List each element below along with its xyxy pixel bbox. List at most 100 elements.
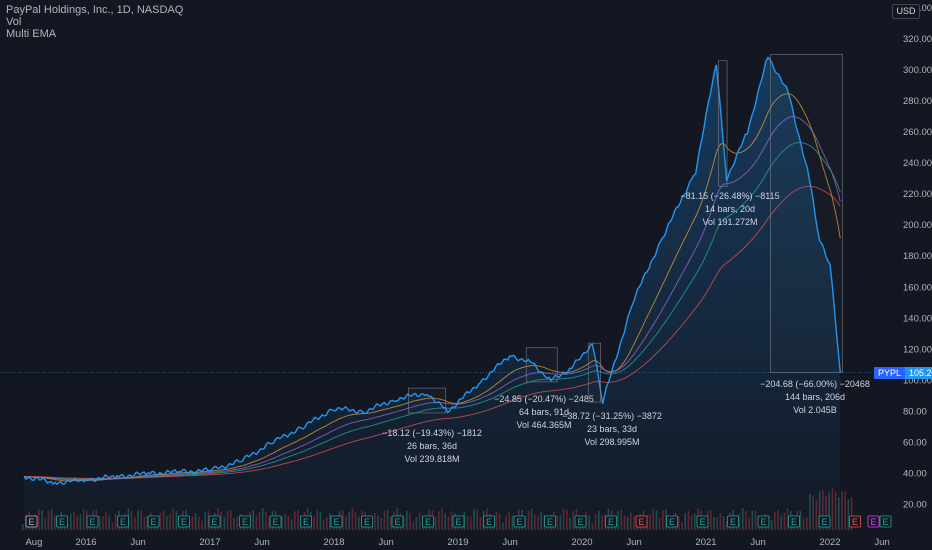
- earnings-marker[interactable]: [696, 515, 709, 528]
- earnings-marker[interactable]: [300, 515, 312, 528]
- earnings-marker[interactable]: [422, 515, 434, 528]
- volume-bar: [140, 509, 142, 530]
- measure-box[interactable]: [587, 342, 601, 403]
- volume-bar: [540, 511, 542, 530]
- volume-bar: [233, 518, 235, 530]
- earnings-marker[interactable]: [86, 515, 99, 528]
- x-tick-label: 2021: [695, 537, 716, 548]
- volume-bar: [588, 515, 590, 530]
- multi-ema-indicator-label[interactable]: Multi EMA: [6, 28, 57, 40]
- volume-bar: [466, 515, 469, 530]
- volume-bar: [438, 511, 440, 530]
- volume-bar: [108, 516, 110, 530]
- earnings-marker[interactable]: [239, 515, 251, 528]
- volume-bar: [681, 522, 683, 530]
- earnings-marker[interactable]: [605, 515, 617, 528]
- volume-bar: [828, 492, 830, 530]
- x-tick-label: Jun: [378, 537, 393, 548]
- measure-label: −81.15 (−26.48%) −8115: [680, 191, 779, 201]
- y-tick-label: 100.00: [903, 375, 932, 386]
- earnings-marker-label: E: [272, 517, 278, 527]
- symbol-title[interactable]: PayPal Holdings, Inc., 1D, NASDAQ: [6, 4, 184, 16]
- x-tick-label: Jun: [874, 537, 889, 548]
- y-tick-label: 60.00: [903, 437, 927, 448]
- price-line[interactable]: [23, 56, 841, 486]
- volume-bar: [220, 511, 222, 530]
- last-price-symbol: PYPL: [874, 367, 906, 379]
- earnings-marker[interactable]: [147, 515, 160, 528]
- earnings-marker-label: E: [59, 517, 65, 527]
- volume-indicator-label[interactable]: Vol: [6, 16, 22, 28]
- volume-bar: [79, 514, 82, 530]
- volume-bar: [825, 495, 827, 530]
- measure-label: 26 bars, 36d: [407, 441, 457, 451]
- volume-bar: [770, 520, 773, 530]
- earnings-marker[interactable]: [544, 515, 556, 528]
- earnings-marker[interactable]: [513, 515, 526, 528]
- volume-bar: [594, 514, 597, 530]
- volume-bar: [70, 514, 72, 530]
- y-tick-label: 120.00: [903, 344, 932, 355]
- y-tick-label: 20.00: [903, 499, 927, 510]
- earnings-marker[interactable]: [25, 515, 38, 528]
- earnings-marker[interactable]: [757, 515, 770, 528]
- x-tick-label: 2018: [323, 537, 344, 548]
- earnings-marker[interactable]: [483, 515, 495, 528]
- earnings-marker-label: E: [425, 517, 431, 527]
- currency-button[interactable]: USD: [892, 4, 920, 19]
- earnings-marker[interactable]: [269, 515, 282, 528]
- volume-bar: [284, 513, 286, 530]
- earnings-marker[interactable]: [56, 515, 68, 528]
- measure-label: Vol 239.818M: [404, 454, 459, 464]
- volume-bar: [230, 510, 232, 530]
- volume-bar: [662, 510, 664, 530]
- earnings-marker[interactable]: [452, 515, 465, 528]
- measure-box[interactable]: [525, 347, 558, 383]
- earnings-marker[interactable]: [361, 515, 373, 528]
- earnings-marker[interactable]: [635, 515, 648, 528]
- earnings-marker[interactable]: [727, 515, 739, 528]
- earnings-marker[interactable]: [117, 515, 129, 528]
- earnings-marker-label: E: [882, 517, 888, 527]
- earnings-marker[interactable]: [574, 515, 587, 528]
- volume-bar: [815, 499, 818, 530]
- volume-bar: [409, 512, 411, 530]
- volume-bar: [252, 510, 254, 530]
- volume-bar: [463, 512, 466, 530]
- volume-bar: [281, 516, 283, 530]
- y-tick-label: 300.00: [903, 65, 932, 76]
- x-tick-label: Jun: [130, 537, 145, 548]
- volume-bar: [502, 522, 504, 530]
- volume-bar: [412, 521, 414, 530]
- earnings-marker[interactable]: [208, 515, 221, 528]
- volume-bar: [844, 491, 846, 530]
- volume-bar: [201, 520, 203, 530]
- earnings-marker[interactable]: [178, 515, 190, 528]
- y-tick-label: 140.00: [903, 313, 932, 324]
- y-tick-label: 320.00: [903, 34, 932, 45]
- measure-box[interactable]: [718, 60, 728, 187]
- earnings-marker[interactable]: [849, 515, 861, 528]
- volume-bar: [236, 516, 238, 530]
- future-earnings-marker[interactable]: [867, 515, 880, 528]
- earnings-marker[interactable]: [666, 515, 678, 528]
- volume-bar: [345, 516, 347, 530]
- earnings-marker[interactable]: [391, 515, 404, 528]
- earnings-marker-label: E: [699, 517, 705, 527]
- volume-bar: [444, 513, 446, 530]
- earnings-marker[interactable]: [330, 515, 343, 528]
- volume-bar: [297, 510, 299, 530]
- volume-bar: [50, 509, 53, 530]
- measure-box[interactable]: [408, 387, 446, 414]
- volume-bar: [559, 515, 562, 530]
- volume-bar: [406, 510, 408, 530]
- y-tick-label: 280.00: [903, 96, 932, 107]
- earnings-marker[interactable]: [879, 515, 892, 528]
- earnings-marker-label: E: [455, 517, 461, 527]
- measure-box[interactable]: [770, 54, 843, 373]
- earnings-marker[interactable]: [788, 515, 800, 528]
- y-tick-label: 80.00: [903, 406, 927, 417]
- volume-bar: [54, 515, 56, 530]
- earnings-marker[interactable]: [818, 515, 831, 528]
